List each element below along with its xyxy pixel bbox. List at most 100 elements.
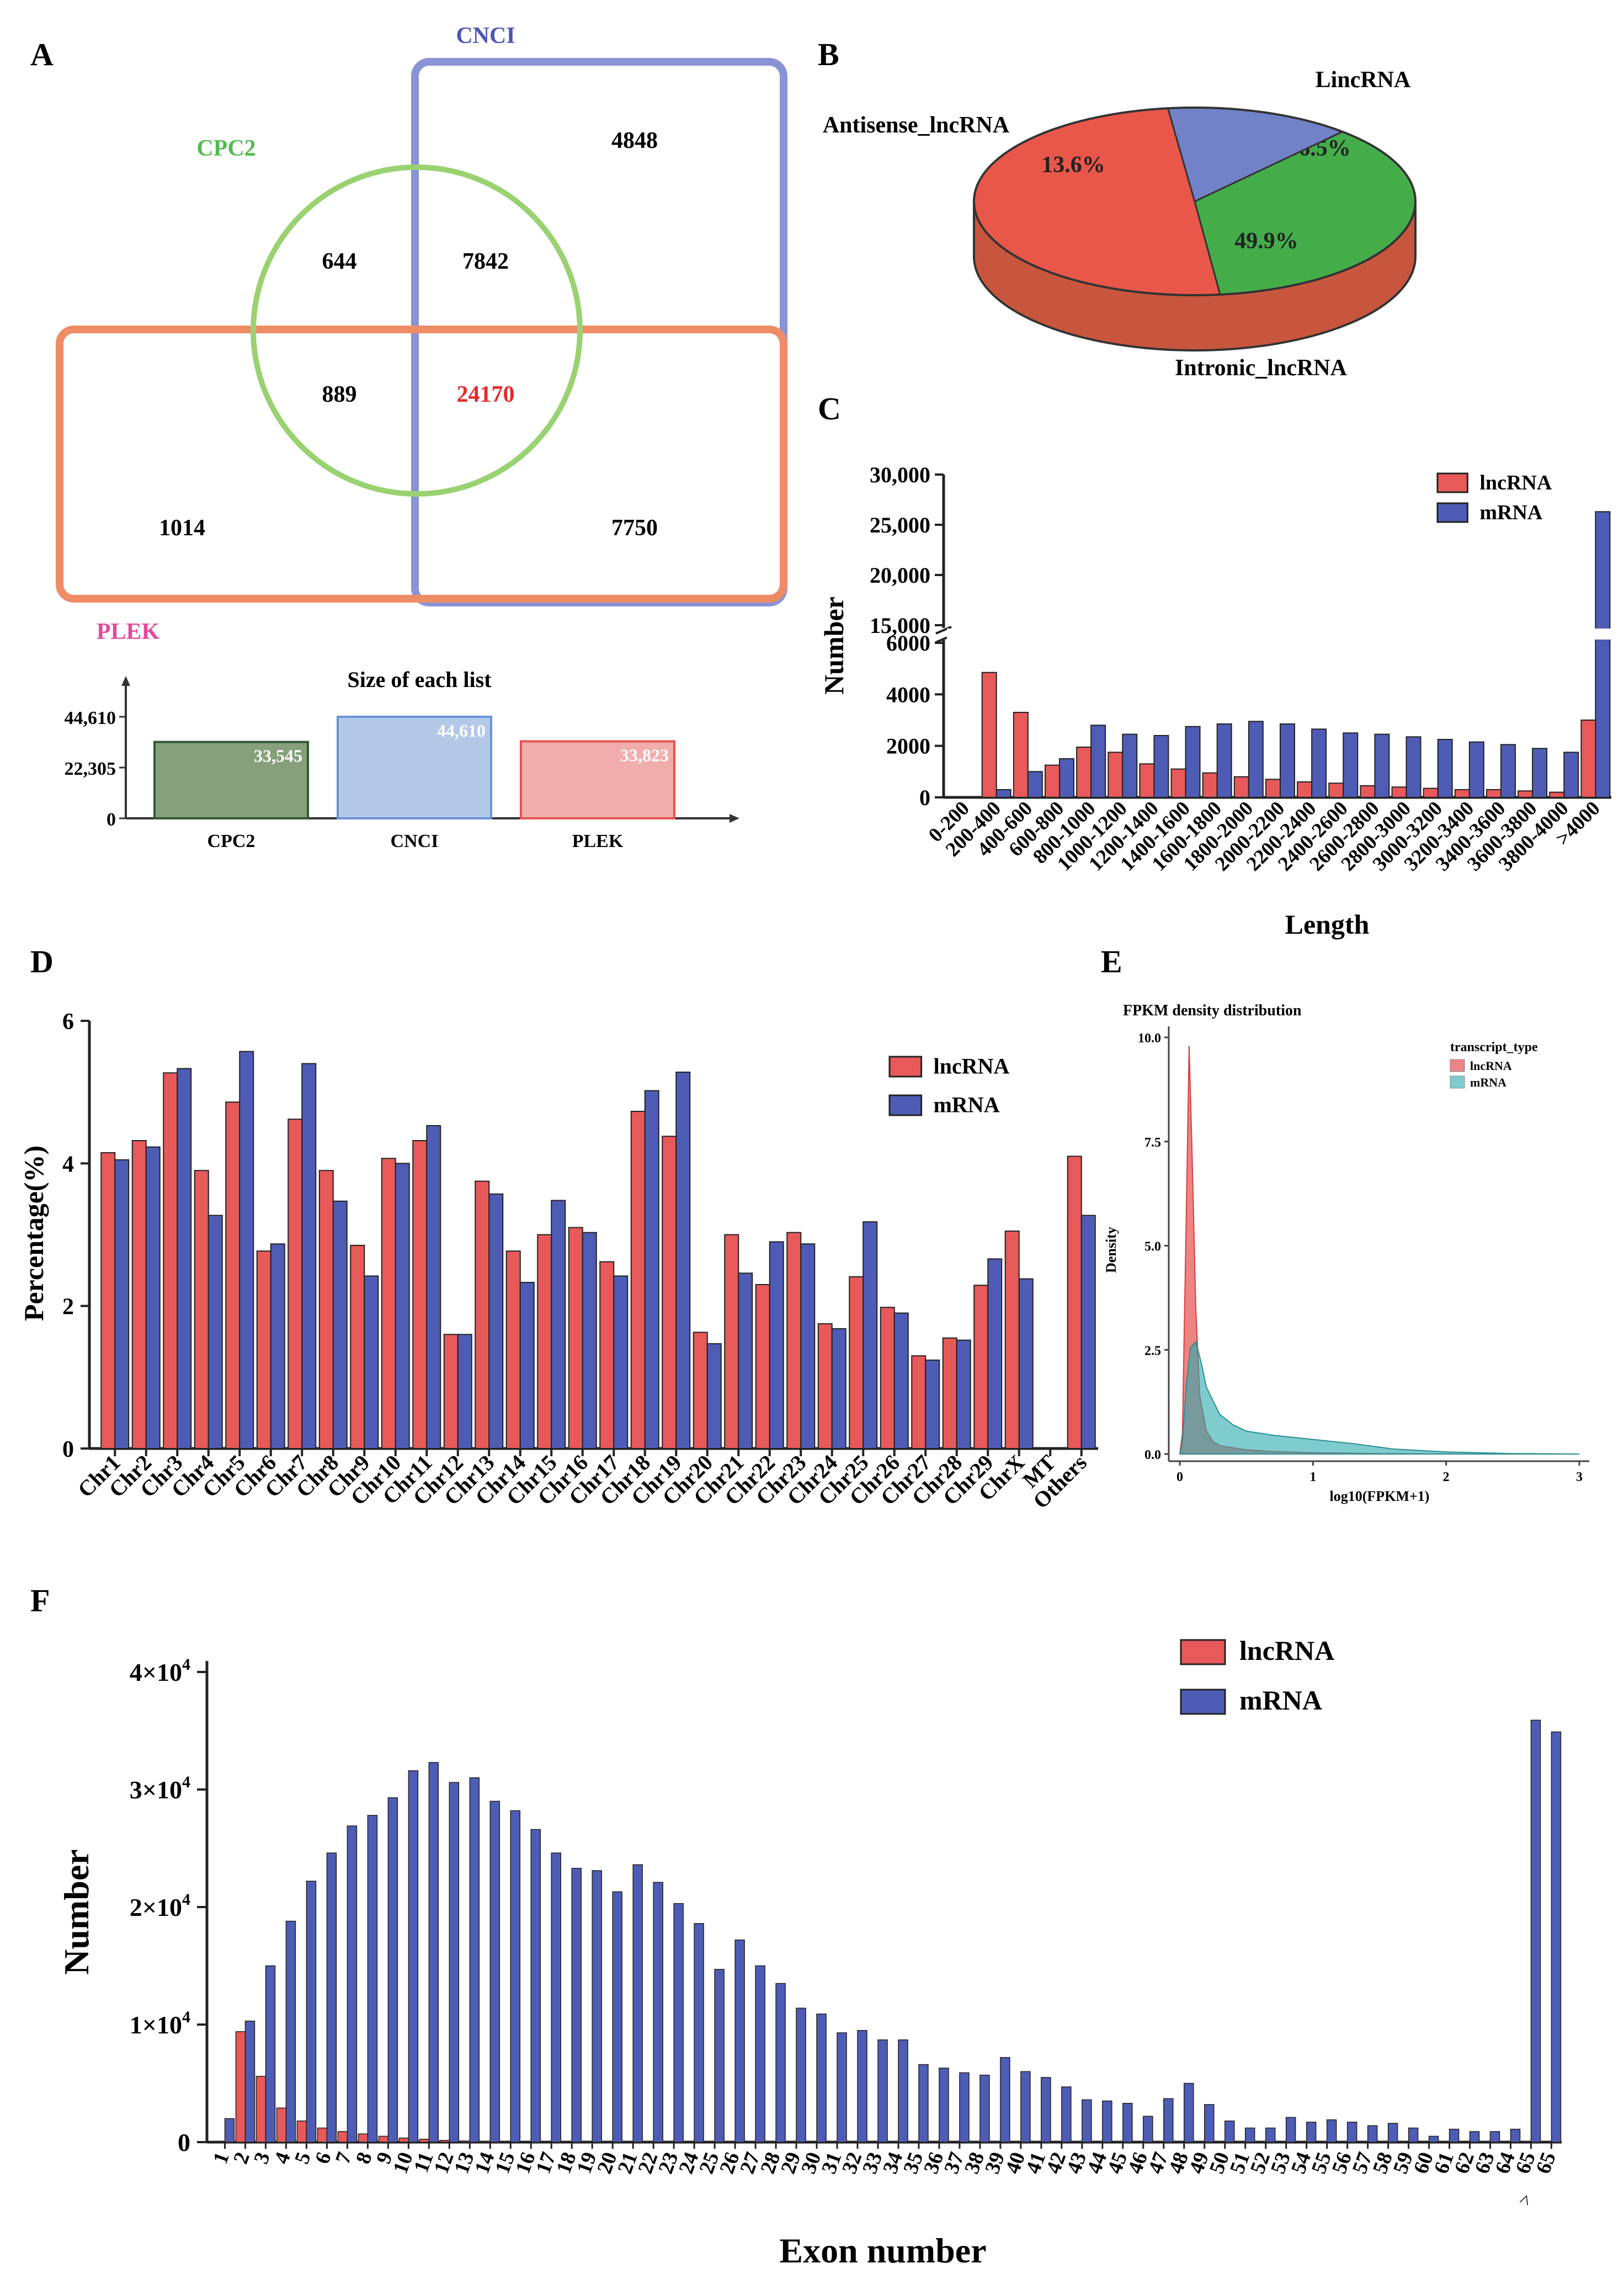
e-legend-mrna: mRNA	[1470, 1075, 1506, 1089]
f-bar-mrna	[1551, 1731, 1562, 2143]
f-bar-mrna	[224, 2118, 235, 2143]
e-y-tick: 7.5	[1144, 1136, 1161, 1150]
d-bar-mrna	[270, 1243, 285, 1450]
d-bar-mrna	[332, 1200, 348, 1450]
cpc2-set-circle	[251, 164, 583, 497]
d-bar-mrna	[1018, 1278, 1034, 1449]
c-bar-mrna	[1563, 752, 1579, 798]
d-bar-mrna	[956, 1339, 971, 1450]
chromosome-distribution-chart: 0246Percentage(%)Chr1Chr2Chr3Chr4Chr5Chr…	[18, 1009, 1098, 1514]
f-bar-mrna	[1285, 2117, 1296, 2143]
d-bar-lncrna	[973, 1285, 989, 1449]
size-x-arrow	[730, 814, 739, 823]
d-bar-lncrna	[475, 1180, 490, 1449]
d-bar-mrna	[862, 1221, 878, 1449]
c-bar-mrna	[995, 789, 1011, 798]
size-bar-category: CPC2	[207, 831, 255, 851]
f-bar-mrna	[285, 1920, 296, 2143]
f-bar-lncrna	[317, 2127, 328, 2143]
c-bar-lncrna	[1107, 752, 1124, 798]
f-bar-lncrna	[296, 2120, 307, 2143]
size-bar-value: 33,823	[620, 745, 669, 765]
size-bar-category: CNCI	[391, 831, 439, 851]
plek-set-box	[56, 326, 787, 603]
c-y-tick: 20,000	[870, 563, 930, 588]
f-bar-mrna	[918, 2064, 929, 2143]
panel-label-b: B	[818, 36, 839, 72]
d-bar-mrna	[769, 1241, 784, 1450]
e-y-axis-label: Density	[1103, 1227, 1119, 1273]
f-bar-mrna	[306, 1881, 317, 2143]
d-bar-lncrna	[849, 1276, 864, 1449]
c-bar-lncrna	[1549, 791, 1565, 798]
f-bar-mrna	[653, 1882, 663, 2143]
pie-percent-intronic-lncrna: 49.9%	[1234, 228, 1298, 254]
pie-chart: 36.5%49.9%13.6% LincRNA Antisense_lncRNA…	[823, 67, 1417, 381]
f-bar-mrna	[489, 1801, 500, 2143]
c-bar-lncrna	[1233, 776, 1249, 798]
f-bar-mrna	[673, 1903, 684, 2143]
size-bar-value: 44,610	[437, 721, 486, 741]
d-bar-lncrna	[880, 1307, 895, 1449]
c-bar-lncrna	[1454, 789, 1470, 798]
e-x-tick: 1	[1309, 1470, 1316, 1484]
size-chart-title: Size of each list	[347, 667, 492, 692]
legend-label-mrna: mRNA	[1479, 501, 1543, 524]
d-bar-lncrna	[693, 1332, 708, 1449]
d-y-tick: 6	[62, 1009, 74, 1035]
c-bar-mrna	[1248, 721, 1264, 798]
c-bar-lncrna	[1391, 786, 1407, 798]
c-bar-mrna	[1280, 723, 1295, 798]
venn-cpc2-plek: 889	[322, 382, 357, 407]
d-bar-mrna	[364, 1275, 379, 1450]
c-bar-mrna	[1090, 725, 1106, 798]
f-legend-mrna: mRNA	[1239, 1685, 1322, 1716]
d-bar-mrna	[1080, 1215, 1096, 1449]
f-bar-mrna	[449, 1782, 460, 2143]
c-bar-lncrna	[1486, 789, 1501, 798]
venn-cnci-plek: 7750	[611, 515, 658, 541]
pie-label-intronic: Intronic_lncRNA	[1175, 355, 1348, 381]
f-bar-mrna	[694, 1923, 704, 2143]
c-bar-lncrna	[1139, 763, 1155, 798]
legend-swatch-mrna	[888, 1094, 923, 1116]
f-bar-mrna	[1346, 2122, 1357, 2143]
d-bar-lncrna	[630, 1111, 646, 1449]
legend-label-lncrna: lncRNA	[1479, 471, 1552, 494]
c-bar-lncrna	[1045, 764, 1060, 798]
c-bar-mrna	[1500, 744, 1516, 798]
c-bar-lncrna	[981, 672, 997, 798]
f-bar-mrna	[734, 1939, 745, 2143]
d-bar-mrna	[551, 1200, 566, 1449]
c-bar-mrna	[1532, 748, 1548, 798]
d-bar-lncrna	[1067, 1155, 1082, 1450]
f-bar-mrna	[551, 1852, 561, 2143]
f-legend-swatch-lncrna	[1180, 1639, 1226, 1665]
d-bar-lncrna	[786, 1232, 802, 1449]
venn-cpc2-cnci: 7842	[462, 249, 509, 274]
d-bar-mrna	[395, 1163, 410, 1449]
plek-label: PLEK	[97, 619, 160, 645]
f-bar-mrna	[796, 2007, 806, 2143]
legend-label-lncrna: lncRNA	[934, 1054, 1010, 1079]
c-bar-lncrna	[1076, 747, 1092, 798]
f-y-tick: 1×104	[130, 2008, 190, 2039]
c-bar-lncrna	[1265, 779, 1281, 798]
d-bar-lncrna	[381, 1158, 396, 1450]
f-bar-mrna	[428, 1762, 439, 2143]
d-bar-lncrna	[350, 1244, 365, 1449]
d-bar-mrna	[644, 1090, 659, 1450]
d-bar-lncrna	[911, 1355, 927, 1449]
panel-label-d: D	[30, 944, 54, 979]
venn-cpc2-only: 644	[322, 249, 357, 274]
f-bar-mrna	[530, 1829, 541, 2143]
f-bar-mrna	[1408, 2127, 1419, 2143]
d-bar-mrna	[426, 1125, 441, 1449]
f-bar-mrna	[1184, 2083, 1194, 2143]
c-bar-mrna	[1437, 739, 1453, 798]
f-bar-mrna	[387, 1797, 398, 2143]
f-bar-mrna	[1020, 2071, 1031, 2143]
pie-percent-antisense-lncrna: 13.6%	[1041, 152, 1105, 178]
f-bar-mrna	[1306, 2122, 1317, 2143]
